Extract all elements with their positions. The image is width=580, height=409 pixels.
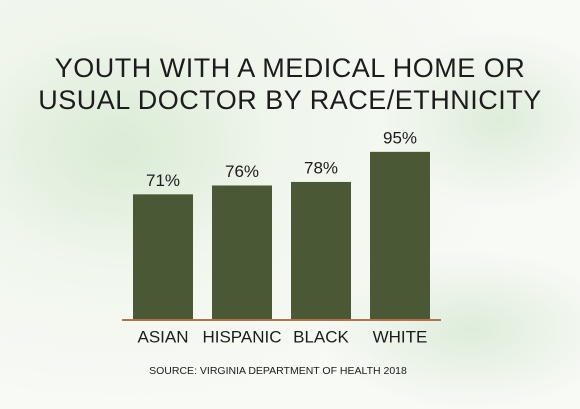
background-wash xyxy=(0,30,280,270)
value-label: 95% xyxy=(383,128,417,147)
x-tick-label: HISPANIC xyxy=(202,327,281,346)
background-wash xyxy=(380,30,580,210)
bar xyxy=(370,151,430,320)
value-label: 76% xyxy=(225,162,259,181)
x-tick-label: ASIAN xyxy=(137,327,188,346)
bar xyxy=(133,194,193,320)
x-tick-label: WHITE xyxy=(373,327,428,346)
chart-title: USUAL DOCTOR BY RACE/ETHNICITY xyxy=(38,85,542,115)
bar xyxy=(212,185,272,320)
chart-title: YOUTH WITH A MEDICAL HOME OR xyxy=(55,53,526,83)
x-tick-label: BLACK xyxy=(293,327,349,346)
source-note: SOURCE: VIRGINIA DEPARTMENT OF HEALTH 20… xyxy=(149,365,407,377)
bar xyxy=(291,181,351,320)
value-label: 71% xyxy=(146,171,180,190)
value-label: 78% xyxy=(304,158,338,177)
